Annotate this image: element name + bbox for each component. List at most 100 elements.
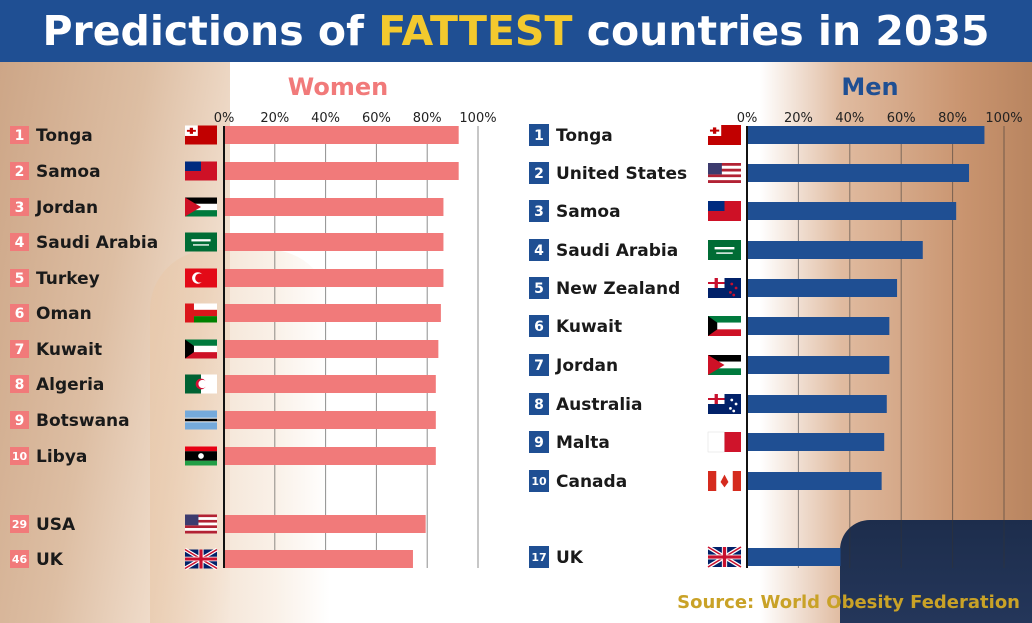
men-samoa-flag-icon xyxy=(708,201,741,221)
women-algeria-flag-icon xyxy=(185,374,217,394)
women-country-label: Botswana xyxy=(36,411,130,431)
men-rank-badge xyxy=(529,200,549,222)
men-united-states-flag-icon xyxy=(708,163,741,183)
women-tick-label: 80% xyxy=(413,111,442,126)
men-bar xyxy=(748,395,887,413)
women-rank-badge xyxy=(10,126,29,144)
men-bar xyxy=(748,548,841,566)
women-rank-number: 8 xyxy=(15,377,25,393)
men-rank-number: 3 xyxy=(534,204,544,220)
women-rank-badge xyxy=(10,375,29,393)
men-rank-badge xyxy=(529,354,549,376)
men-country-label: UK xyxy=(556,548,584,568)
men-uk-flag-icon xyxy=(706,545,743,569)
women-bar xyxy=(225,269,444,287)
men-tick-label: 0% xyxy=(737,111,758,126)
women-tick-label: 20% xyxy=(260,111,289,126)
men-malta-flag-icon xyxy=(707,431,741,453)
women-bar xyxy=(225,515,426,533)
women-bar xyxy=(225,162,459,180)
women-country-label: Algeria xyxy=(36,375,104,395)
men-bar xyxy=(748,202,957,220)
men-bar xyxy=(748,164,970,182)
women-bar xyxy=(225,340,439,358)
men-rank-number: 1 xyxy=(534,128,544,144)
women-rank-number: 10 xyxy=(12,450,28,463)
men-bar xyxy=(748,356,890,374)
women-chart-title: Women xyxy=(288,73,388,101)
women-country-label: UK xyxy=(36,550,64,570)
women-usa-flag-icon xyxy=(185,514,217,534)
men-country-label: Samoa xyxy=(556,202,621,222)
men-tick-label: 20% xyxy=(784,111,813,126)
men-rank-badge xyxy=(529,470,549,492)
women-botswana-flag-icon xyxy=(185,410,217,430)
women-rank-badge xyxy=(10,162,29,180)
women-rank-badge xyxy=(10,304,29,322)
men-saudi-arabia-flag-icon xyxy=(708,240,741,260)
women-bar xyxy=(225,411,436,429)
title-part-1: Predictions of xyxy=(42,7,379,55)
women-oman-flag-icon xyxy=(185,303,217,323)
women-rank-badge xyxy=(10,198,29,216)
men-jordan-flag-icon xyxy=(708,355,741,375)
women-turkey-flag-icon xyxy=(185,268,217,288)
men-bar xyxy=(748,433,885,451)
women-rank-number: 29 xyxy=(12,518,27,531)
men-tonga-flag-icon xyxy=(708,125,741,145)
men-rank-number: 4 xyxy=(534,243,544,259)
women-country-label: Oman xyxy=(36,304,92,324)
women-bar xyxy=(225,375,436,393)
women-tick-label: 40% xyxy=(311,111,340,126)
men-chart-title: Men xyxy=(841,73,898,101)
men-bar xyxy=(748,279,898,297)
women-tick-label: 60% xyxy=(362,111,391,126)
men-bar xyxy=(748,472,882,490)
women-country-label: Tonga xyxy=(36,126,93,146)
women-saudi-arabia-flag-icon xyxy=(185,232,217,252)
men-country-label: United States xyxy=(556,164,687,184)
women-rank-number: 1 xyxy=(15,128,25,144)
men-rank-badge xyxy=(529,393,549,415)
women-kuwait-flag-icon xyxy=(185,339,217,359)
men-country-label: Kuwait xyxy=(556,317,622,337)
women-country-label: Samoa xyxy=(36,162,101,182)
men-country-label: Saudi Arabia xyxy=(556,241,678,261)
page-title: Predictions of FATTEST countries in 2035 xyxy=(0,0,1032,62)
women-rank-badge xyxy=(10,269,29,287)
women-country-label: USA xyxy=(36,515,76,535)
women-tick-label: 0% xyxy=(214,111,235,126)
men-rank-badge xyxy=(529,124,549,146)
women-country-label: Jordan xyxy=(35,198,98,218)
women-bar xyxy=(225,447,436,465)
men-rank-number: 6 xyxy=(534,319,544,335)
women-rank-number: 9 xyxy=(15,413,25,429)
men-rank-number: 17 xyxy=(531,551,546,564)
men-rank-number: 10 xyxy=(531,475,547,488)
women-bar xyxy=(225,233,444,251)
women-rank-badge xyxy=(10,233,29,251)
women-rank-number: 7 xyxy=(15,342,25,358)
women-rank-number: 46 xyxy=(12,553,28,566)
women-rank-number: 4 xyxy=(15,235,25,251)
men-australia-flag-icon xyxy=(708,394,741,414)
men-kuwait-flag-icon xyxy=(708,316,741,336)
men-country-label: Canada xyxy=(556,472,627,492)
men-tick-label: 60% xyxy=(887,111,916,126)
men-country-label: Malta xyxy=(556,433,610,453)
women-rank-badge xyxy=(10,411,29,429)
women-bar xyxy=(225,304,441,322)
women-rank-badge xyxy=(10,340,29,358)
women-country-label: Kuwait xyxy=(36,340,102,360)
men-new-zealand-flag-icon xyxy=(708,278,741,298)
men-bar xyxy=(748,317,890,335)
women-bar xyxy=(225,550,413,568)
men-rank-badge xyxy=(529,239,549,261)
women-jordan-flag-icon xyxy=(185,197,217,217)
men-rank-badge xyxy=(529,431,549,453)
women-rank-badge xyxy=(10,550,29,568)
men-tick-label: 100% xyxy=(985,111,1022,126)
men-rank-number: 9 xyxy=(534,435,544,451)
women-rank-badge xyxy=(10,447,29,465)
men-tick-label: 80% xyxy=(938,111,967,126)
